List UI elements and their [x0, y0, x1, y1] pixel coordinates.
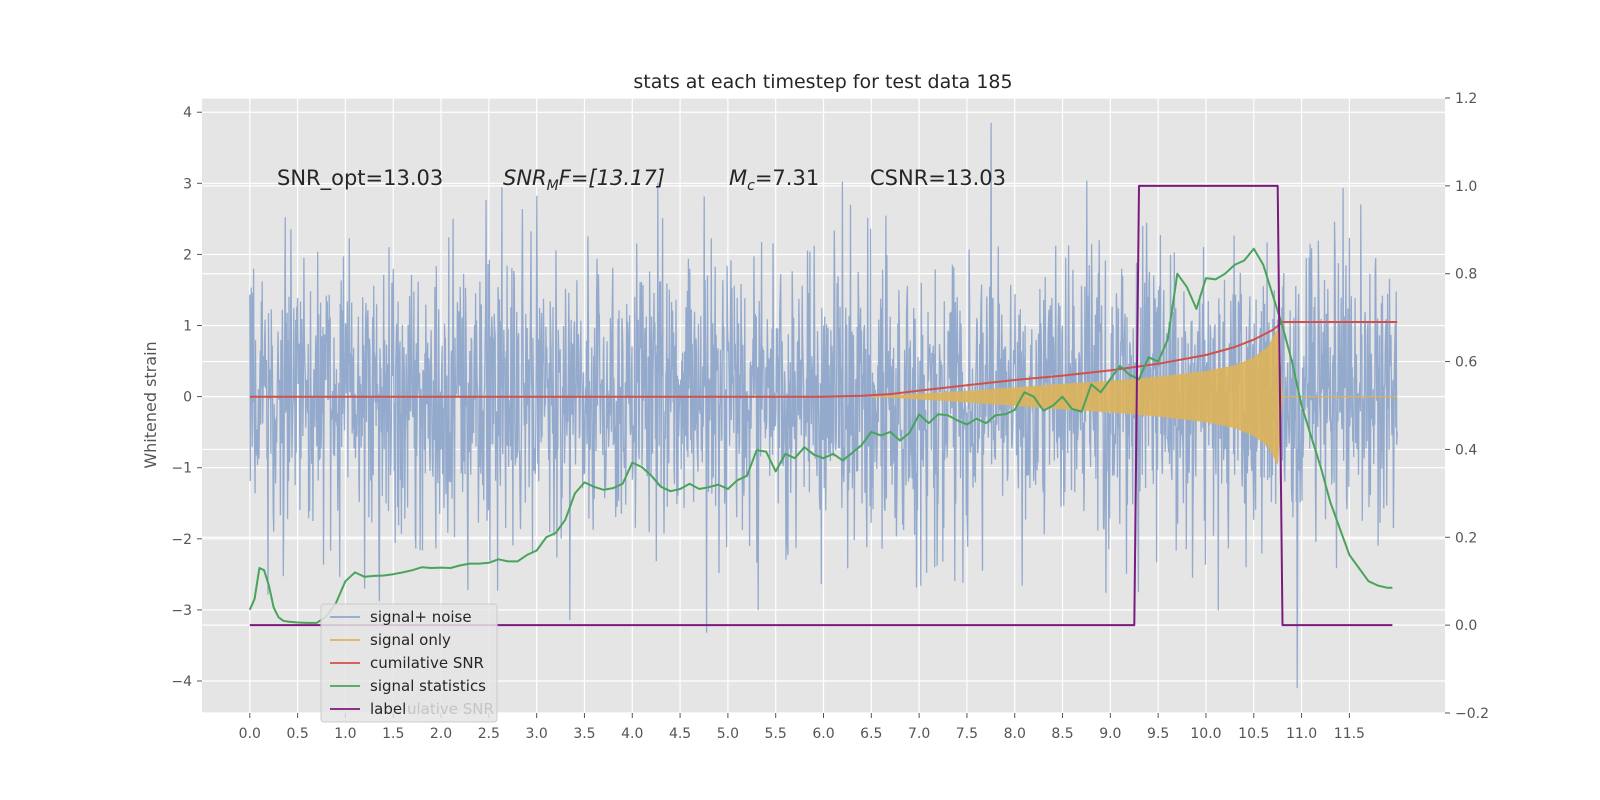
y2-tick-label-0: −0.2	[1455, 706, 1489, 722]
x-tick-label-19: 9.5	[1147, 726, 1169, 742]
x-tick-label-11: 5.5	[765, 726, 787, 742]
x-tick-label-5: 2.5	[478, 726, 500, 742]
signal-only-line	[871, 329, 1284, 464]
x-tick-label-17: 8.5	[1051, 726, 1073, 742]
legend-label-signal-statistics: signal statistics	[370, 677, 486, 695]
y-tick-label-0: −4	[171, 674, 192, 690]
annotation-snr-mf-sub: M	[547, 178, 559, 194]
annotation-mc-sub: c	[747, 178, 755, 194]
y-axis-label: Whitened strain	[141, 341, 160, 468]
annotation-snr-mf: SNRMF=[13.17]	[503, 166, 665, 194]
x-tick-label-13: 6.5	[860, 726, 882, 742]
x-tick-label-0: 0.0	[239, 726, 261, 742]
y-tick-label-6: 2	[183, 247, 192, 263]
y2-tick-label-7: 1.2	[1455, 91, 1477, 107]
x-tick-label-18: 9.0	[1099, 726, 1121, 742]
annotation-mc-main: M	[729, 166, 747, 190]
series-line-4	[249, 184, 1393, 627]
series-line-2	[249, 321, 1398, 398]
y-tick-label-8: 4	[183, 105, 192, 121]
x-tick-label-2: 1.0	[334, 726, 356, 742]
signal-noise-line	[249, 122, 1398, 689]
y-tick-label-7: 3	[183, 176, 192, 192]
x-tick-label-12: 6.0	[812, 726, 834, 742]
y-tick-label-2: −2	[171, 532, 192, 548]
annotation-snr-mf-rest: F=[13.17]	[559, 166, 665, 190]
ticks: 0.0 0.5 1.0 1.5 2.0 2.5 3.0 3.5 4.0 4.5 5.0 5.5 6.0 6…	[171, 91, 1489, 742]
x-tick-label-16: 8.0	[1004, 726, 1026, 742]
legend-label-label: label	[370, 700, 406, 718]
legend-overlap-text: ulative SNR	[407, 700, 494, 718]
x-tick-label-6: 3.0	[526, 726, 548, 742]
y2-tick-label-6: 1.0	[1455, 179, 1477, 195]
x-tick-label-9: 4.5	[669, 726, 691, 742]
chart-title: stats at each timestep for test data 185	[633, 71, 1012, 93]
y2-tick-label-1: 0.0	[1455, 618, 1477, 634]
series-signal-noise	[249, 122, 1398, 689]
y-tick-label-3: −1	[171, 461, 192, 477]
x-tick-label-3: 1.5	[382, 726, 404, 742]
legend: ulative SNR signal+ noise signal only cu…	[320, 603, 498, 723]
series-line-3	[248, 247, 1393, 624]
annotation-mc-rest: =7.31	[755, 166, 819, 190]
x-tick-label-14: 7.0	[908, 726, 930, 742]
x-tick-label-1: 0.5	[286, 726, 308, 742]
x-tick-label-20: 10.0	[1190, 726, 1221, 742]
legend-label-signal-noise: signal+ noise	[370, 608, 472, 626]
annotation-mc: Mc=7.31	[729, 166, 819, 194]
x-tick-label-21: 10.5	[1238, 726, 1269, 742]
x-tick-label-10: 5.0	[717, 726, 739, 742]
annotation-csnr: CSNR=13.03	[870, 166, 1006, 190]
y2-tick-label-5: 0.8	[1455, 267, 1477, 283]
x-tick-label-22: 11.0	[1286, 726, 1317, 742]
x-tick-label-7: 3.5	[573, 726, 595, 742]
y2-tick-label-2: 0.2	[1455, 530, 1477, 546]
x-tick-label-8: 4.0	[621, 726, 643, 742]
y2-tick-label-3: 0.4	[1455, 442, 1477, 458]
x-tick-label-4: 2.0	[430, 726, 452, 742]
annotation-snr-opt: SNR_opt=13.03	[277, 166, 443, 191]
y2-tick-label-4: 0.6	[1455, 355, 1477, 371]
series-right-axis	[248, 184, 1398, 627]
y-tick-label-4: 0	[183, 390, 192, 406]
x-tick-label-23: 11.5	[1334, 726, 1365, 742]
legend-box	[320, 603, 498, 723]
y-tick-label-5: 1	[183, 319, 192, 335]
annotation-snr-mf-main: SNR	[503, 166, 547, 190]
series-signal-only	[871, 329, 1398, 464]
legend-label-signal-only: signal only	[370, 631, 451, 649]
x-tick-label-15: 7.5	[956, 726, 978, 742]
legend-label-cumulative-snr: cumilative SNR	[370, 654, 484, 672]
y-tick-label-1: −3	[171, 603, 192, 619]
